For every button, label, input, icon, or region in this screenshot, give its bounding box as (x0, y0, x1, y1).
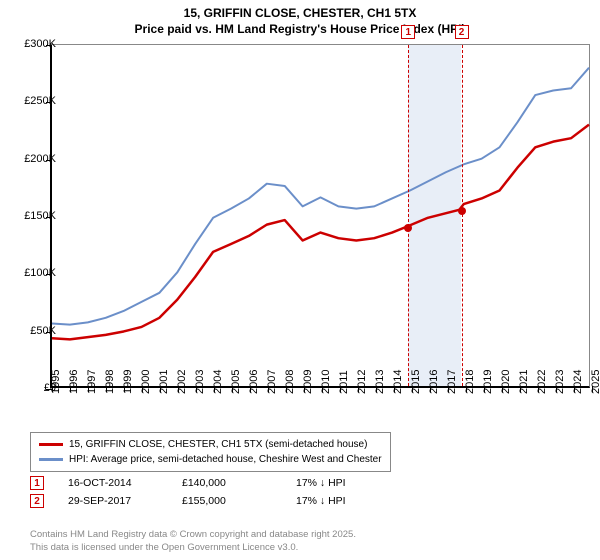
transaction-table: 1 16-OCT-2014 £140,000 17% ↓ HPI 2 29-SEP-201… (30, 476, 386, 512)
x-axis-label: 2014 (392, 370, 404, 394)
x-axis-label: 2011 (338, 370, 350, 394)
footer-licence: This data is licensed under the Open Gov… (30, 542, 356, 554)
x-axis-label: 2002 (176, 370, 188, 394)
marker-line (462, 45, 463, 386)
title-address: 15, GRIFFIN CLOSE, CHESTER, CH1 5TX (0, 6, 600, 22)
x-axis-label: 1995 (50, 370, 62, 394)
y-axis-label: £200K (24, 153, 56, 165)
x-axis-label: 1997 (86, 370, 98, 394)
footer: Contains HM Land Registry data © Crown c… (30, 529, 356, 554)
x-axis-label: 1996 (68, 370, 80, 394)
x-axis-label: 2001 (158, 370, 170, 394)
title-subtitle: Price paid vs. HM Land Registry's House … (0, 22, 600, 38)
x-axis-label: 2019 (482, 370, 494, 394)
x-axis-label: 2013 (374, 370, 386, 394)
x-axis-label: 1998 (104, 370, 116, 394)
x-axis-label: 2004 (212, 370, 224, 394)
transaction-row: 2 29-SEP-2017 £155,000 17% ↓ HPI (30, 494, 386, 508)
x-axis-label: 2017 (446, 370, 458, 394)
y-axis-label: £300K (24, 38, 56, 50)
x-axis-label: 2008 (284, 370, 296, 394)
x-axis-label: 2018 (464, 370, 476, 394)
y-axis-label: £250K (24, 95, 56, 107)
transaction-dot (458, 207, 466, 215)
transaction-change: 17% ↓ HPI (296, 495, 386, 507)
price-chart: 15, GRIFFIN CLOSE, CHESTER, CH1 5TX Pric… (0, 0, 600, 560)
x-axis-label: 2005 (230, 370, 242, 394)
marker-badge: 2 (455, 25, 469, 39)
x-axis-label: 2000 (140, 370, 152, 394)
transaction-badge: 2 (30, 494, 44, 508)
x-axis-label: 2010 (320, 370, 332, 394)
x-axis-label: 2016 (428, 370, 440, 394)
y-axis-label: £50K (30, 325, 56, 337)
x-axis-label: 2024 (572, 370, 584, 394)
legend-label-price: 15, GRIFFIN CLOSE, CHESTER, CH1 5TX (sem… (69, 437, 367, 452)
x-axis-label: 2009 (302, 370, 314, 394)
legend-label-hpi: HPI: Average price, semi-detached house,… (69, 452, 382, 467)
x-axis-label: 2025 (590, 370, 600, 394)
plot-area: 12 (50, 44, 590, 388)
x-axis-label: 2022 (536, 370, 548, 394)
legend-swatch-hpi (39, 458, 63, 461)
legend-row: 15, GRIFFIN CLOSE, CHESTER, CH1 5TX (sem… (39, 437, 382, 452)
x-axis-label: 2021 (518, 370, 530, 394)
x-axis-label: 2015 (410, 370, 422, 394)
x-axis-label: 2006 (248, 370, 260, 394)
x-axis-label: 1999 (122, 370, 134, 394)
marker-badge: 1 (401, 25, 415, 39)
footer-copyright: Contains HM Land Registry data © Crown c… (30, 529, 356, 541)
x-axis-label: 2012 (356, 370, 368, 394)
legend-swatch-price (39, 443, 63, 446)
y-axis-label: £100K (24, 267, 56, 279)
transaction-change: 17% ↓ HPI (296, 477, 386, 489)
transaction-row: 1 16-OCT-2014 £140,000 17% ↓ HPI (30, 476, 386, 490)
x-axis-label: 2007 (266, 370, 278, 394)
legend-row: HPI: Average price, semi-detached house,… (39, 452, 382, 467)
marker-line (408, 45, 409, 386)
y-axis-label: £150K (24, 210, 56, 222)
x-axis-label: 2003 (194, 370, 206, 394)
x-axis-label: 2023 (554, 370, 566, 394)
x-axis-label: 2020 (500, 370, 512, 394)
transaction-date: 16-OCT-2014 (68, 477, 158, 489)
transaction-price: £155,000 (182, 495, 272, 507)
series-hpi (52, 68, 589, 325)
chart-title: 15, GRIFFIN CLOSE, CHESTER, CH1 5TX Pric… (0, 0, 600, 37)
line-canvas (52, 45, 589, 386)
transaction-date: 29-SEP-2017 (68, 495, 158, 507)
transaction-badge: 1 (30, 476, 44, 490)
transaction-dot (404, 224, 412, 232)
transaction-price: £140,000 (182, 477, 272, 489)
legend: 15, GRIFFIN CLOSE, CHESTER, CH1 5TX (sem… (30, 432, 391, 472)
